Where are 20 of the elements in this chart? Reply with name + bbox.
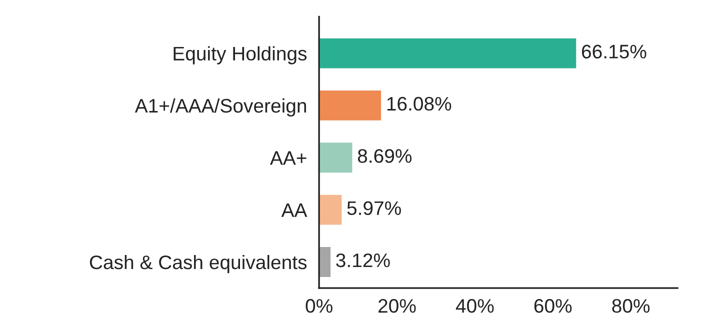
y-tick-label: Equity Holdings xyxy=(174,46,307,64)
x-tick-label: 40% xyxy=(456,299,494,313)
y-tick-label: AA xyxy=(281,203,308,217)
y-tick-label: A1+/AAA/Sovereign xyxy=(134,98,306,117)
data-label: 3.12% xyxy=(336,253,390,268)
y-tick-label: Cash & Cash equivalents xyxy=(90,254,307,274)
data-label: 16.08% xyxy=(387,96,452,111)
x-tick-label: 60% xyxy=(534,299,572,313)
data-label: 66.15% xyxy=(582,44,646,58)
bar xyxy=(319,89,382,122)
y-tick-label: AA+ xyxy=(270,151,306,165)
bar xyxy=(319,193,344,226)
data-label: 5.97% xyxy=(347,201,401,216)
bar xyxy=(319,36,578,70)
x-tick-label: 80% xyxy=(612,299,650,313)
bar xyxy=(319,141,354,174)
x-tick-label: 0% xyxy=(306,299,332,313)
x-tick-label: 20% xyxy=(378,299,416,313)
bar xyxy=(319,246,332,278)
data-label: 8.69% xyxy=(358,149,412,163)
